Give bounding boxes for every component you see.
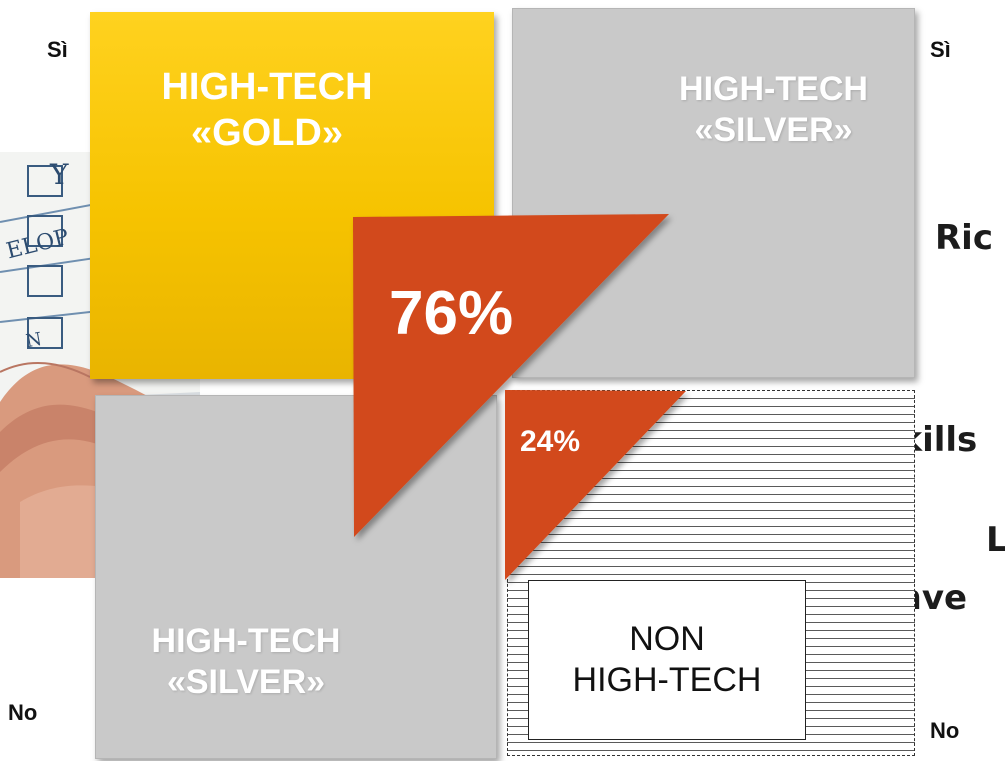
quadrant-bottom-right-label-box: NON HIGH-TECH	[528, 580, 806, 740]
small-percentage-label: 24%	[520, 425, 581, 458]
right-text-line-1: Ric	[935, 218, 993, 258]
quadrant-bottom-left: HIGH-TECH «SILVER»	[95, 395, 497, 759]
quadrant-top-right-line2: «SILVER»	[694, 111, 853, 150]
axis-label-left-bottom: No	[8, 700, 38, 725]
quadrant-bottom-right-line2: HIGH-TECH	[572, 661, 762, 699]
quadrant-bottom-left-title: HIGH-TECH «SILVER»	[46, 621, 446, 704]
quadrant-bottom-left-line2: «SILVER»	[166, 663, 326, 702]
quadrant-top-left-line1: HIGH-TECH	[161, 66, 373, 108]
large-percentage-label: 76%	[389, 279, 514, 348]
quadrant-top-right-title: HIGH-TECH «SILVER»	[573, 69, 974, 152]
quadrant-top-left-line2: «GOLD»	[190, 112, 344, 155]
quadrant-top-left-title: HIGH-TECH «GOLD»	[65, 64, 469, 157]
quadrant-bottom-left-line1: HIGH-TECH	[151, 622, 341, 660]
quadrant-top-right: HIGH-TECH «SILVER»	[512, 8, 915, 378]
axis-label-right-top: Sì	[930, 37, 951, 62]
quadrant-bottom-right-line1: NON	[629, 619, 705, 658]
quadrant-top-right-line1: HIGH-TECH	[679, 70, 868, 108]
photo-word-1: Y	[50, 158, 69, 191]
photo-word-3: N	[24, 328, 44, 353]
right-text-line-3: L	[986, 520, 1005, 560]
axis-label-right-bottom: No	[930, 718, 960, 743]
axis-label-left-top: Sì	[47, 37, 68, 62]
